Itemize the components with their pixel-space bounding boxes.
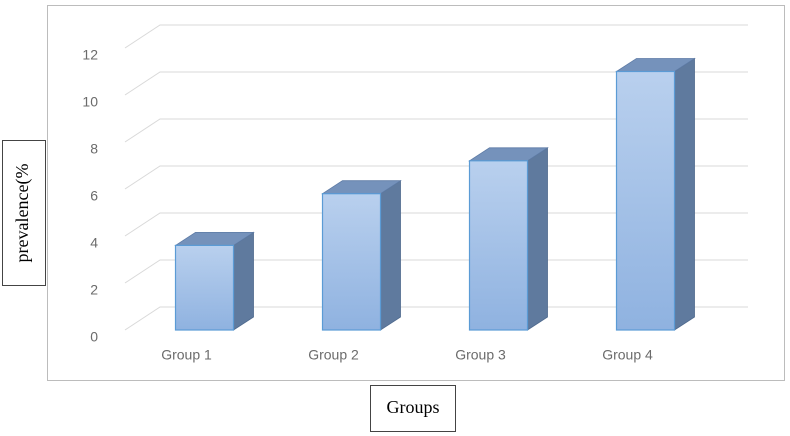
y-tick-label: 2: [90, 282, 98, 298]
y-tick-label: 6: [90, 188, 98, 204]
y-axis-label: prevalence(%: [12, 164, 33, 263]
x-tick-label: Group 2: [308, 347, 359, 363]
grid-line: [124, 306, 748, 331]
bar: [321, 193, 382, 331]
bar-side: [380, 179, 401, 331]
x-tick-label: Group 3: [455, 347, 506, 363]
grid-line: [124, 118, 748, 143]
grid-line: [124, 165, 748, 190]
grid-line: [124, 24, 748, 49]
bar-side: [233, 231, 254, 331]
y-tick-label: 10: [82, 94, 98, 110]
bar: [468, 160, 529, 331]
y-label-box: [2, 140, 46, 286]
grid-line: [124, 259, 748, 284]
bar-side: [674, 57, 695, 331]
x-label-box: [370, 385, 456, 432]
grid-line: [124, 71, 748, 96]
y-tick-label: 4: [90, 235, 98, 251]
bar: [174, 244, 235, 331]
y-tick-label: 0: [90, 329, 98, 345]
bar: [615, 70, 676, 331]
x-tick-label: Group 4: [602, 347, 653, 363]
y-tick-label: 8: [90, 141, 98, 157]
y-tick-label: 12: [82, 47, 98, 63]
x-tick-label: Group 1: [161, 347, 212, 363]
bar-side: [527, 147, 548, 331]
grid-line: [124, 212, 748, 237]
x-axis-label: Groups: [387, 397, 440, 417]
